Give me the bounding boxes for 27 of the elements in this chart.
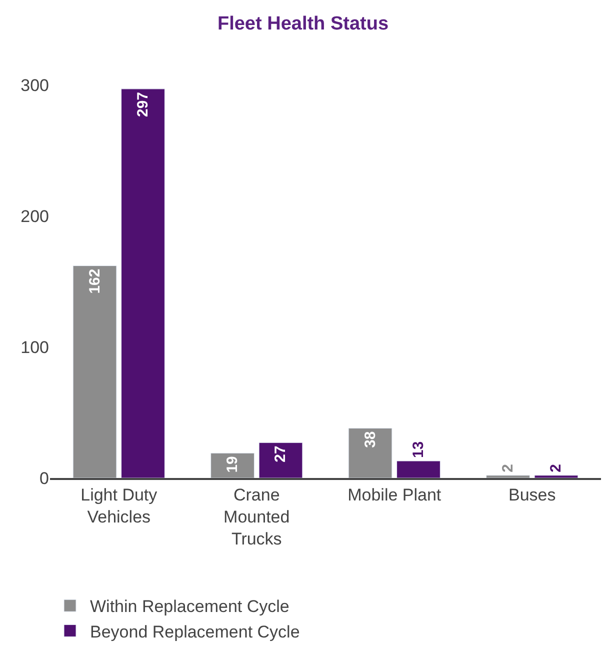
y-tick-label: 100 — [20, 338, 49, 357]
y-tick-label: 200 — [20, 206, 49, 226]
data-label: 38 — [362, 431, 379, 448]
data-label: 19 — [224, 456, 242, 473]
y-tick-label: 0 — [40, 468, 49, 488]
data-label: 13 — [410, 441, 427, 458]
x-tick-label: Light Duty Vehicles — [80, 485, 158, 526]
bar — [348, 428, 392, 478]
data-label: 27 — [272, 446, 290, 462]
bar — [258, 442, 303, 478]
chart-title: Fleet Health Status — [217, 14, 389, 35]
bar — [396, 460, 440, 478]
legend-label: Within Replacement Cycle — [90, 597, 290, 616]
x-tick-label: Buses — [508, 485, 556, 504]
y-tick-label: 300 — [20, 76, 49, 95]
legend-label: Beyond Replacement Cycle — [90, 622, 300, 642]
data-label: 162 — [86, 268, 104, 294]
data-label: 2 — [548, 464, 565, 472]
bar — [210, 452, 254, 478]
data-label: 297 — [134, 92, 152, 117]
data-label: 2 — [500, 464, 517, 472]
bar — [121, 88, 165, 478]
bar — [486, 475, 530, 478]
bar — [72, 266, 117, 478]
bar — [534, 475, 578, 478]
x-tick-label: Mobile Plant — [348, 485, 442, 504]
x-tick-label: Crane Mounted Trucks — [224, 485, 290, 549]
